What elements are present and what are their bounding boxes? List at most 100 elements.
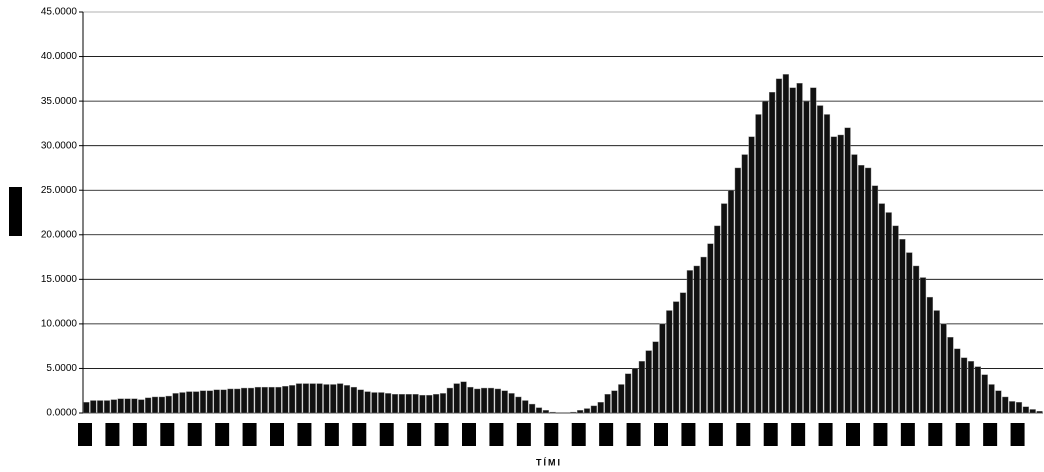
- bar: [954, 348, 961, 414]
- bar: [844, 127, 851, 414]
- bar: [995, 390, 1002, 414]
- bar: [974, 366, 981, 414]
- bar: [254, 386, 261, 414]
- bar: [775, 78, 783, 414]
- bar: [940, 323, 947, 414]
- x-tick-label-redacted: [160, 423, 175, 446]
- bar: [343, 385, 351, 414]
- bar: [97, 400, 104, 414]
- bar: [213, 389, 220, 414]
- x-tick-label-redacted: [736, 423, 751, 446]
- bar: [227, 388, 234, 414]
- bar: [878, 203, 885, 414]
- bar: [391, 394, 399, 414]
- bar: [234, 388, 241, 414]
- bar: [323, 384, 330, 414]
- bar: [769, 91, 776, 414]
- bar: [926, 296, 933, 414]
- y-tick-label: 20.0000: [41, 229, 78, 240]
- bar: [460, 381, 467, 414]
- bar: [1002, 396, 1009, 414]
- x-tick-label-redacted: [928, 423, 943, 446]
- bar: [727, 190, 735, 414]
- x-tick-label-redacted: [708, 423, 723, 446]
- bar: [145, 397, 152, 414]
- bar: [508, 393, 515, 414]
- bar: [103, 400, 111, 414]
- x-tick-label-redacted: [78, 423, 92, 446]
- x-tick-label-redacted: [846, 423, 860, 446]
- bar: [110, 399, 117, 414]
- bar: [487, 387, 495, 414]
- bar: [261, 386, 268, 414]
- bar: [961, 357, 968, 414]
- bar: [83, 402, 90, 414]
- bar: [1015, 402, 1023, 414]
- bar: [693, 265, 700, 414]
- x-tick-label-redacted: [379, 423, 394, 446]
- bar: [858, 165, 865, 414]
- x-tick-label-redacted: [352, 423, 367, 446]
- bar: [398, 394, 405, 414]
- bar: [611, 390, 618, 414]
- bar: [666, 310, 673, 414]
- bar: [186, 391, 193, 414]
- bar: [830, 136, 837, 414]
- bar: [446, 387, 453, 414]
- y-tick-label: 5.0000: [46, 363, 77, 374]
- bar: [577, 410, 584, 414]
- bar: [158, 396, 165, 414]
- bar: [330, 384, 337, 414]
- x-tick-label-redacted: [516, 423, 531, 446]
- x-tick-label-redacted: [681, 423, 696, 446]
- bar: [199, 390, 207, 414]
- bar: [782, 74, 789, 414]
- x-tick-label-redacted: [270, 423, 284, 446]
- x-tick-label-redacted: [324, 423, 339, 446]
- bar: [515, 396, 522, 414]
- bar: [241, 387, 248, 414]
- bar: [570, 411, 577, 414]
- bar: [604, 394, 611, 414]
- bar: [631, 368, 639, 414]
- bar: [988, 384, 995, 414]
- bar: [933, 310, 940, 414]
- bar: [871, 185, 879, 414]
- y-tick-label: 0.0000: [46, 408, 77, 419]
- bar: [721, 203, 728, 414]
- x-tick-label-redacted: [105, 423, 120, 446]
- bar: [337, 383, 344, 414]
- bar: [124, 398, 131, 414]
- bar: [597, 402, 604, 414]
- x-tick-label-redacted: [983, 423, 998, 446]
- bar: [247, 387, 255, 414]
- bar: [467, 386, 474, 414]
- x-tick-label-redacted: [791, 423, 806, 446]
- x-tick-label-redacted: [187, 423, 202, 446]
- bar: [652, 341, 659, 414]
- x-tick-label-redacted: [1010, 423, 1025, 446]
- x-tick-label-redacted: [132, 423, 147, 446]
- x-tick-label-redacted: [571, 423, 586, 446]
- x-tick-label-redacted: [242, 423, 257, 446]
- bar: [350, 386, 357, 414]
- bar: [913, 265, 920, 414]
- bar: [686, 270, 693, 414]
- bar: [179, 392, 186, 414]
- bar: [851, 154, 858, 414]
- x-tick-label-redacted: [215, 423, 230, 446]
- bar: [590, 405, 597, 414]
- x-tick-label-redacted: [873, 423, 888, 446]
- x-axis-title: TÍMI: [536, 457, 562, 467]
- bar: [892, 225, 899, 414]
- bar: [700, 256, 707, 414]
- bar: [755, 114, 762, 414]
- bar: [529, 403, 536, 414]
- y-tick-label: 40.0000: [41, 51, 78, 62]
- y-tick-label: 30.0000: [41, 140, 78, 151]
- x-tick-label-redacted: [955, 423, 970, 446]
- bar: [1029, 409, 1036, 414]
- x-tick-label-redacted: [599, 423, 614, 446]
- y-tick-label: 10.0000: [41, 319, 78, 330]
